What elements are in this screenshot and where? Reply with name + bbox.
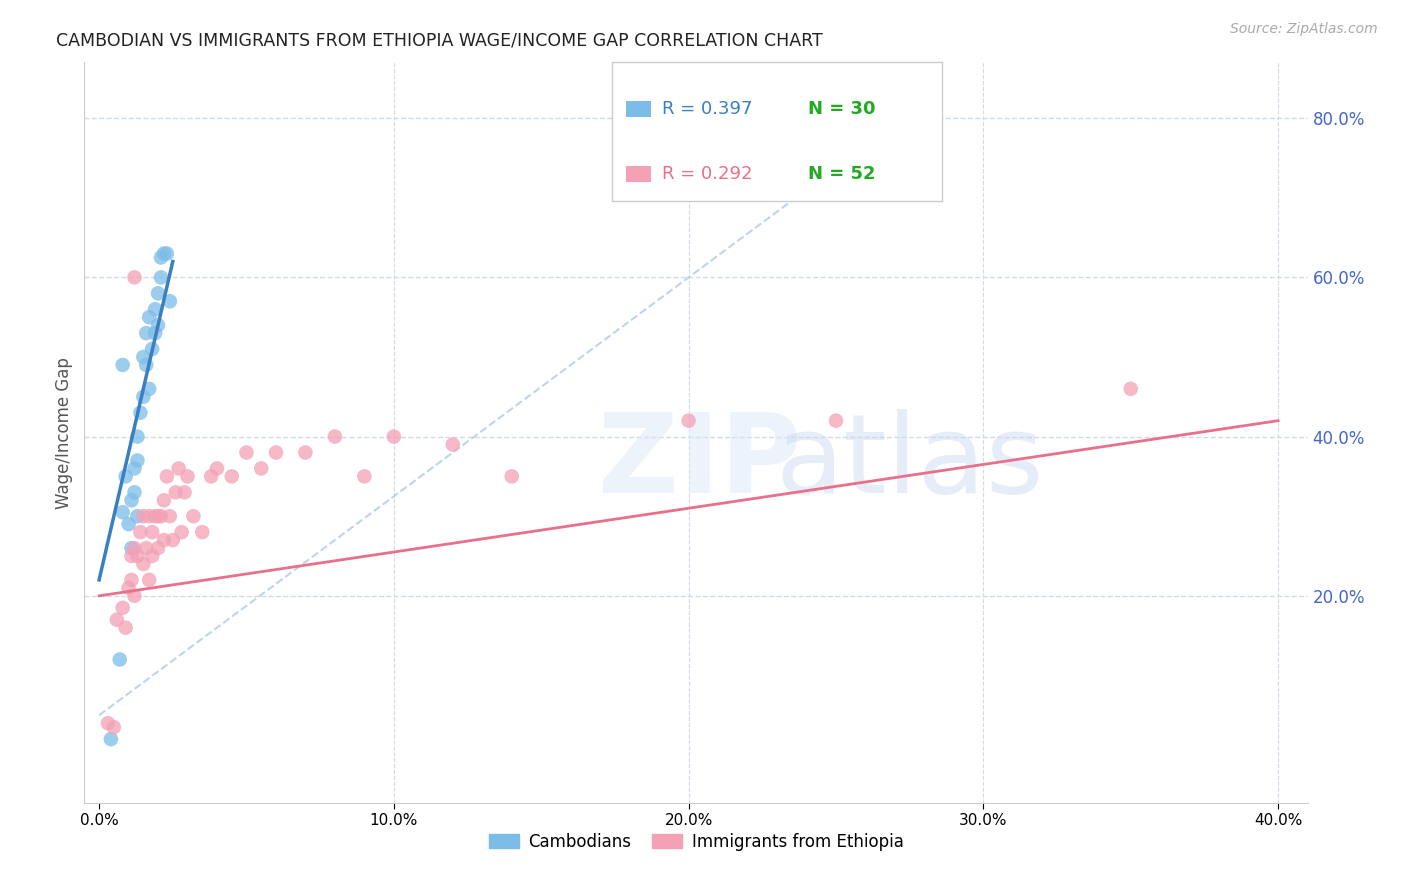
Point <box>156 246 179 260</box>
Point <box>162 533 184 547</box>
Point <box>138 310 160 325</box>
Point <box>191 525 214 540</box>
Point <box>235 445 257 459</box>
Point <box>141 342 163 356</box>
Point <box>127 549 149 563</box>
Point <box>143 509 166 524</box>
Point <box>183 509 205 524</box>
Text: N = 30: N = 30 <box>808 100 876 119</box>
Point <box>150 509 173 524</box>
Point <box>323 429 346 443</box>
Point <box>127 429 149 443</box>
Point <box>143 326 166 340</box>
Point <box>141 549 163 563</box>
Point <box>221 469 243 483</box>
Point <box>124 270 146 285</box>
Point <box>121 573 143 587</box>
Point <box>135 358 157 372</box>
Point <box>264 445 287 459</box>
Point <box>138 382 160 396</box>
Point <box>170 525 193 540</box>
Point <box>150 270 173 285</box>
Point <box>138 573 160 587</box>
Point <box>165 485 187 500</box>
Point <box>159 294 181 309</box>
Point <box>97 716 120 731</box>
Text: N = 52: N = 52 <box>808 165 876 183</box>
Point <box>132 390 155 404</box>
Point <box>127 453 149 467</box>
Point <box>153 533 176 547</box>
Point <box>138 509 160 524</box>
Point <box>150 251 173 265</box>
Point <box>153 246 176 260</box>
Text: R = 0.397: R = 0.397 <box>662 100 752 119</box>
Point <box>114 469 136 483</box>
Point <box>108 652 131 666</box>
Text: CAMBODIAN VS IMMIGRANTS FROM ETHIOPIA WAGE/INCOME GAP CORRELATION CHART: CAMBODIAN VS IMMIGRANTS FROM ETHIOPIA WA… <box>56 31 823 49</box>
Point <box>501 469 523 483</box>
Point <box>132 350 155 364</box>
Point <box>111 505 134 519</box>
Point <box>441 437 464 451</box>
Point <box>200 469 222 483</box>
Point <box>159 509 181 524</box>
Point <box>1119 382 1142 396</box>
Point <box>132 509 155 524</box>
Point <box>825 414 848 428</box>
Point <box>353 469 375 483</box>
Point <box>121 541 143 555</box>
Point <box>103 720 125 734</box>
Point <box>146 318 169 333</box>
Point <box>127 509 149 524</box>
Point <box>146 509 169 524</box>
Y-axis label: Wage/Income Gap: Wage/Income Gap <box>55 357 73 508</box>
Point <box>111 358 134 372</box>
Point <box>124 461 146 475</box>
Point <box>678 414 700 428</box>
Legend: Cambodians, Immigrants from Ethiopia: Cambodians, Immigrants from Ethiopia <box>482 826 910 857</box>
Point <box>156 469 179 483</box>
Point <box>100 732 122 747</box>
Point <box>129 406 152 420</box>
Point <box>167 461 190 475</box>
Point <box>141 525 163 540</box>
Point <box>105 613 128 627</box>
Point <box>153 493 176 508</box>
Point <box>135 326 157 340</box>
Point <box>124 541 146 555</box>
Point <box>124 485 146 500</box>
Point <box>117 581 139 595</box>
Point <box>382 429 405 443</box>
Point <box>121 493 143 508</box>
Point <box>121 549 143 563</box>
Text: R = 0.292: R = 0.292 <box>662 165 752 183</box>
Text: ZIP: ZIP <box>598 409 801 516</box>
Text: Source: ZipAtlas.com: Source: ZipAtlas.com <box>1230 22 1378 37</box>
Point <box>117 517 139 532</box>
Point <box>205 461 228 475</box>
Point <box>111 600 134 615</box>
Point <box>129 525 152 540</box>
Point <box>173 485 195 500</box>
Point <box>250 461 273 475</box>
Text: atlas: atlas <box>776 409 1045 516</box>
Point <box>114 621 136 635</box>
Point <box>146 286 169 301</box>
Point <box>143 302 166 317</box>
Point <box>146 541 169 555</box>
Point <box>176 469 198 483</box>
Point <box>124 589 146 603</box>
Point <box>135 541 157 555</box>
Point <box>294 445 316 459</box>
Point <box>132 557 155 571</box>
